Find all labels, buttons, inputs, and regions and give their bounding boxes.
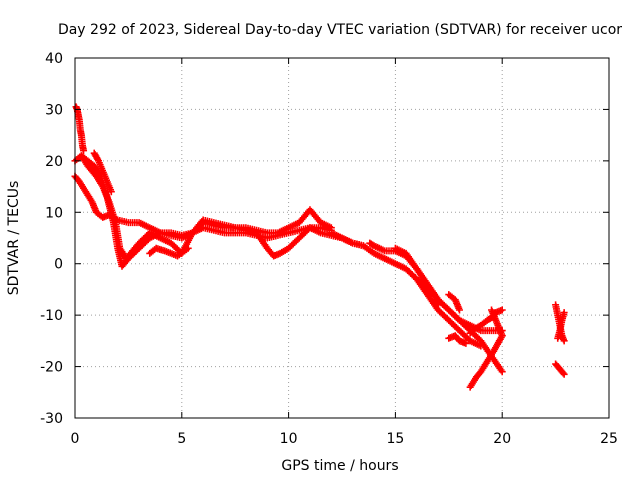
axis-ticks: 0 5 10 15 20 25 -30 -20 -10 0 10 20 30 40: [40, 51, 618, 447]
series-track-g: [327, 229, 485, 350]
series-track-f: [146, 244, 192, 260]
y-tick-label: 0: [54, 257, 63, 273]
data-point: [498, 332, 506, 340]
grid-lines: [75, 58, 609, 418]
chart-title: Day 292 of 2023, Sidereal Day-to-day VTE…: [58, 22, 622, 38]
series-track-k: [445, 291, 463, 314]
y-tick-label: 40: [45, 51, 63, 67]
series-track-q: [554, 309, 568, 342]
y-tick-label: 10: [45, 205, 63, 221]
plot-frame: [74, 57, 610, 419]
x-tick-label: 0: [71, 431, 80, 447]
series-track-e: [90, 149, 115, 196]
y-tick-label: 30: [45, 102, 63, 118]
y-tick-label: -30: [40, 411, 63, 427]
x-tick-label: 15: [386, 431, 404, 447]
data-point: [462, 339, 470, 347]
y-axis-label: SDTVAR / TECUs: [6, 181, 22, 296]
data-point: [107, 188, 115, 196]
data-point: [184, 244, 192, 252]
data-point: [455, 306, 463, 314]
y-tick-label: -10: [40, 308, 63, 324]
data-point: [80, 147, 88, 155]
y-tick-label: -20: [40, 360, 63, 376]
x-tick-label: 25: [600, 431, 618, 447]
data-point: [304, 225, 312, 233]
data-points: [71, 103, 568, 391]
data-point: [554, 334, 562, 342]
x-tick-label: 10: [280, 431, 298, 447]
data-point: [560, 337, 568, 345]
data-point: [434, 301, 442, 309]
data-point: [560, 370, 568, 378]
x-tick-label: 5: [177, 431, 186, 447]
series-track-r: [552, 360, 568, 378]
data-point: [498, 368, 506, 376]
data-point: [559, 369, 567, 377]
series-track-n: [445, 332, 470, 347]
data-point: [498, 306, 506, 314]
y-tick-label: 20: [45, 154, 63, 170]
x-tick-label: 20: [493, 431, 511, 447]
series-track-j: [413, 275, 442, 309]
x-axis-label: GPS time / hours: [281, 458, 398, 474]
series-track-c: [77, 152, 335, 263]
series-track-o: [488, 306, 506, 340]
